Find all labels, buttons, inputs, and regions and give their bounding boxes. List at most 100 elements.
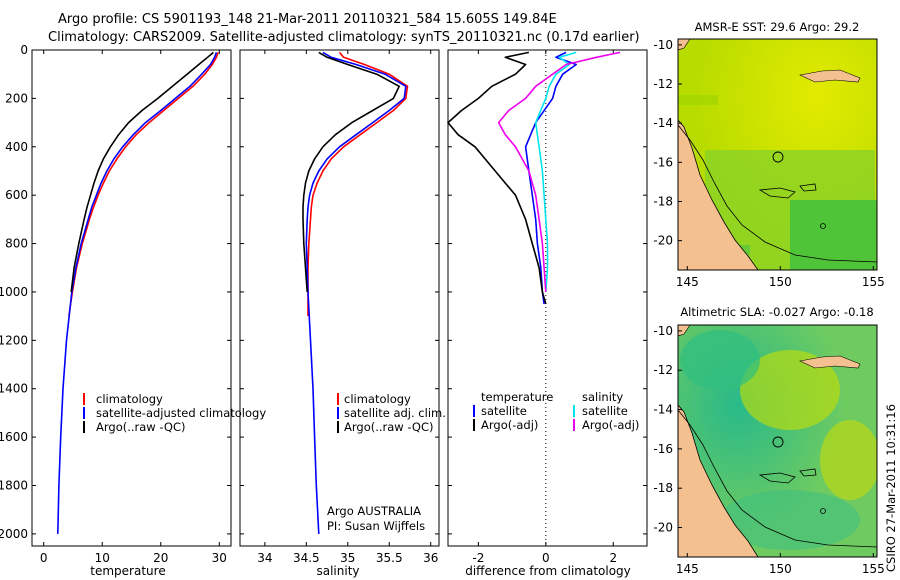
sla-coastline-land [678,404,759,557]
sst-png-coast [799,69,861,83]
sst-bathymetry-contour [678,124,877,263]
series-line-argo-raw-qc- [302,51,401,293]
sst-patch [678,95,718,105]
map-y-tick-label: -14 [653,403,673,417]
sla-high-anomaly [820,420,877,500]
sst-reef-marker [820,223,826,229]
temperature-axes [31,49,232,547]
sst-argo-marker [772,151,784,163]
legend-label: climatology [96,392,163,406]
map-x-tick-label: 155 [862,562,885,576]
map-x-tick-label: 145 [676,275,699,289]
x-tick-label: 30 [212,551,227,565]
y-tick-label: 1400 [0,382,28,396]
y-tick-label: 1600 [0,430,28,444]
temperature-legend: climatology satellite-adjusted climatolo… [83,392,266,434]
x-tick-label: 10 [95,551,110,565]
x-tick-label: 35 [340,551,355,565]
x-tick-label: -2 [472,551,484,565]
y-tick-label: 600 [5,188,28,202]
credit-program: Argo AUSTRALIA [327,504,421,518]
sla-map-panel: Altimetric SLA: -0.027 Argo: -0.18 145 15… [653,305,884,576]
legend-group-title: salinity [582,390,623,404]
map-y-tick-label: -10 [653,324,673,338]
map-y-tick-label: -18 [653,194,673,208]
map-y-tick-label: -20 [653,521,673,535]
difference-panel: -2 0 2 difference from climatology tempera… [447,49,648,578]
sst-land-north [678,39,691,51]
series-line-satellite-adjusted-climatology [57,52,218,534]
temperature-xlabel: temperature [90,564,165,578]
sst-map-field [678,39,877,270]
legend-label: satellite [582,404,628,418]
temperature-panel: 0 10 20 30 0 200 400 600 800 1000 1200 1400 1600 1800… [0,43,266,578]
series-line-satellite-adj-clim- [305,51,407,534]
legend-label: satellite [481,404,527,418]
credit-pi: PI: Susan Wijffels [327,519,425,533]
sla-land-north [678,325,691,337]
sst-map-panel: AMSR-E SST: 29.6 Argo: 29.2 145 150 155 -10… [653,20,884,289]
map-y-tick-label: -18 [653,481,673,495]
legend-label: satellite adj. clim. [344,406,446,420]
legend-label: satellite-adjusted climatology [96,406,266,420]
sla-map-field [678,325,877,557]
figure-subtitle: Climatology: CARS2009. Satellite-adjuste… [48,30,640,45]
salinity-axes [239,49,440,547]
y-tick-label: 1800 [0,479,28,493]
salinity-legend: climatology satellite adj. clim. Argo(..… [337,392,446,434]
sla-bathymetry-contour [678,409,877,548]
x-tick-label: 20 [153,551,168,565]
x-tick-label: 36 [423,551,438,565]
sst-coastline-land [678,119,759,270]
map-y-tick-label: -10 [653,38,673,52]
y-tick-label: 200 [5,91,28,105]
series-line-salinity-argo-adj- [497,51,621,293]
map-x-tick-label: 155 [862,275,885,289]
y-tick-label: 1000 [0,285,28,299]
y-tick-label: 800 [5,237,28,251]
map-x-tick-label: 145 [676,562,699,576]
y-tick-label: 0 [20,43,28,57]
legend-label: Argo(-adj) [582,418,639,432]
figure-title: Argo profile: CS 5901193_148 21-Mar-2011… [58,12,557,27]
sla-argo-marker [772,436,784,448]
sla-reef-marker [820,508,826,514]
sla-reef-outline [758,468,817,484]
legend-label: Argo(..raw -QC) [344,420,434,434]
x-tick-label: 0 [542,551,550,565]
map-y-tick-label: -12 [653,363,673,377]
sst-map-frame [677,38,878,271]
series-line-climatology [307,51,409,317]
sla-png-coast [799,355,861,369]
legend-label: climatology [344,392,411,406]
sla-low-anomaly [720,490,860,550]
series-line-temperature-argo-adj- [447,51,547,305]
y-tick-label: 1200 [0,333,28,347]
x-tick-label: 2 [609,551,617,565]
x-tick-label: 35.5 [376,551,403,565]
difference-legend: temperature satellite Argo(-adj) salinit… [473,390,639,432]
series-line-climatology [68,52,219,317]
timestamp-stamp: CSIRO 27-Mar-2011 10:31:16 [884,404,898,572]
y-tick-label: 2000 [0,527,28,541]
map-x-tick-label: 150 [769,275,792,289]
map-x-tick-label: 150 [769,562,792,576]
x-tick-label: 0 [40,551,48,565]
sst-map-title: AMSR-E SST: 29.6 Argo: 29.2 [695,20,860,34]
difference-axes [447,49,648,547]
legend-label: Argo(..raw -QC) [96,420,186,434]
sla-high-anomaly [740,350,840,430]
series-line-temperature-satellite [524,51,578,305]
series-line-argo-raw-qc- [70,51,214,293]
sla-low-anomaly [680,330,760,390]
salinity-panel: 34 34.5 35 35.5 36 salinity climatology sate… [239,49,446,578]
map-y-tick-label: -12 [653,77,673,91]
legend-group-title: temperature [481,390,553,404]
sla-map-title: Altimetric SLA: -0.027 Argo: -0.18 [680,305,873,319]
x-tick-label: 34.5 [293,551,320,565]
sla-map-frame [677,324,878,558]
map-y-tick-label: -16 [653,442,673,456]
map-y-tick-label: -16 [653,155,673,169]
sst-cool-region-south [790,200,877,270]
